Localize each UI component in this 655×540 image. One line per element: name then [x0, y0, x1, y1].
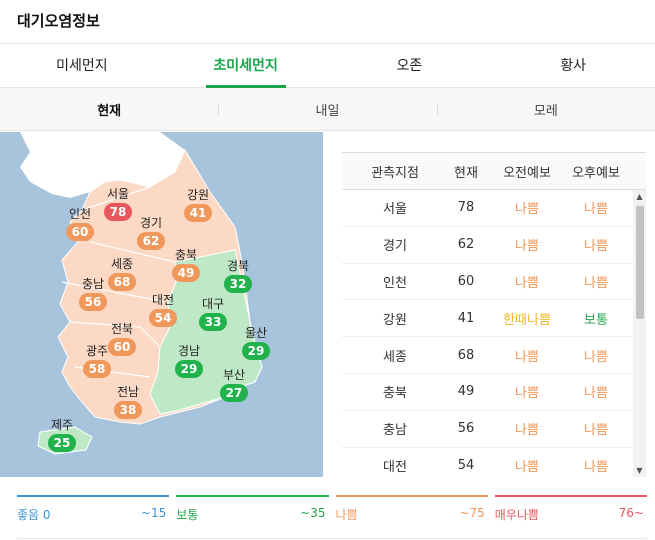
- region-ulsan[interactable]: 울산 29: [234, 326, 278, 360]
- app-header: 대기오염정보: [0, 0, 655, 44]
- pollutant-tabs: 미세먼지 초미세먼지 오존 황사: [0, 44, 655, 88]
- legend-good: 좋음 0 ~15: [17, 495, 170, 523]
- table-body: 서울 78 나쁨 나쁨 경기 62 나쁨 나쁨 인천 60 나쁨 나쁨 강원 4…: [342, 190, 646, 477]
- region-gyeonggi[interactable]: 경기 62: [129, 216, 173, 250]
- region-chungnam[interactable]: 충남 56: [71, 277, 115, 311]
- table-row: 경기 62 나쁨 나쁨: [342, 227, 646, 264]
- header-pm: 오후예보: [572, 165, 620, 181]
- table-row: 서울 78 나쁨 나쁨: [342, 190, 646, 227]
- table-row: 충북 49 나쁨 나쁨: [342, 374, 646, 411]
- divider: [17, 538, 647, 539]
- header-am: 오전예보: [503, 165, 551, 181]
- region-incheon[interactable]: 인천 60: [58, 207, 102, 241]
- subtab-tomorrow[interactable]: 내일: [218, 100, 436, 119]
- legend-normal: 보통 ~35: [176, 495, 329, 523]
- table-header: 관측지점 현재 오전예보 오후예보: [342, 152, 646, 190]
- region-gangwon[interactable]: 강원 41: [176, 188, 220, 222]
- region-seoul[interactable]: 서울 78: [96, 187, 140, 221]
- table-row: 충남 56 나쁨 나쁨: [342, 411, 646, 448]
- subtab-day-after[interactable]: 모레: [436, 100, 655, 119]
- tab-yellow-dust[interactable]: 황사: [560, 58, 586, 74]
- page-title: 대기오염정보: [17, 12, 100, 30]
- table-row: 세종 68 나쁨 나쁨: [342, 337, 646, 374]
- north-korea-shape: [20, 132, 185, 198]
- tab-pm25[interactable]: 초미세먼지: [164, 44, 328, 88]
- table-row: 강원 41 한때나쁨 보통: [342, 300, 646, 338]
- region-daejeon[interactable]: 대전 54: [141, 293, 185, 327]
- legend-bad: 나쁨 ~75: [335, 495, 488, 523]
- table-row: 대전 54 나쁨 나쁨: [342, 448, 646, 477]
- tab-pm10[interactable]: 미세먼지: [56, 58, 108, 74]
- region-sejong[interactable]: 세종 68: [100, 257, 144, 291]
- region-daegu[interactable]: 대구 33: [191, 297, 235, 331]
- header-site: 관측지점: [371, 165, 419, 181]
- scrollbar-thumb[interactable]: [636, 206, 644, 319]
- province-borders: [61, 186, 176, 378]
- region-gyeongbuk[interactable]: 경북 32: [216, 259, 260, 293]
- day-tabs: 현재 내일 모레: [0, 88, 655, 131]
- content-area: 서울 78 인천 60 경기 62 강원 41 충북 49 세종 68 충남 5…: [0, 132, 655, 477]
- region-jeonbuk[interactable]: 전북 60: [100, 322, 144, 356]
- scroll-up-icon[interactable]: ▲: [636, 192, 643, 201]
- forecast-table: 관측지점 현재 오전예보 오후예보 서울 78 나쁨 나쁨 경기 62 나쁨 나…: [342, 152, 646, 477]
- region-chungbuk[interactable]: 충북 49: [164, 248, 208, 282]
- subtab-today[interactable]: 현재: [97, 103, 122, 119]
- region-busan[interactable]: 부산 27: [212, 368, 256, 402]
- korea-map: 서울 78 인천 60 경기 62 강원 41 충북 49 세종 68 충남 5…: [0, 132, 323, 477]
- region-jeju[interactable]: 제주 25: [40, 418, 84, 452]
- region-jeonnam[interactable]: 전남 38: [106, 385, 150, 419]
- table-scrollbar[interactable]: ▲ ▼: [633, 190, 646, 477]
- tab-ozone[interactable]: 오존: [396, 58, 423, 74]
- grade-legend: 좋음 0 ~15 보통 ~35 나쁨 ~75 매우나쁨 76~: [17, 495, 647, 523]
- legend-very-bad: 매우나쁨 76~: [494, 495, 647, 523]
- region-gyeongnam[interactable]: 경남 29: [167, 344, 211, 378]
- scroll-down-icon[interactable]: ▼: [636, 466, 643, 475]
- table-row: 인천 60 나쁨 나쁨: [342, 264, 646, 301]
- header-now: 현재: [454, 165, 478, 181]
- region-gwangju[interactable]: 광주 58: [75, 344, 119, 378]
